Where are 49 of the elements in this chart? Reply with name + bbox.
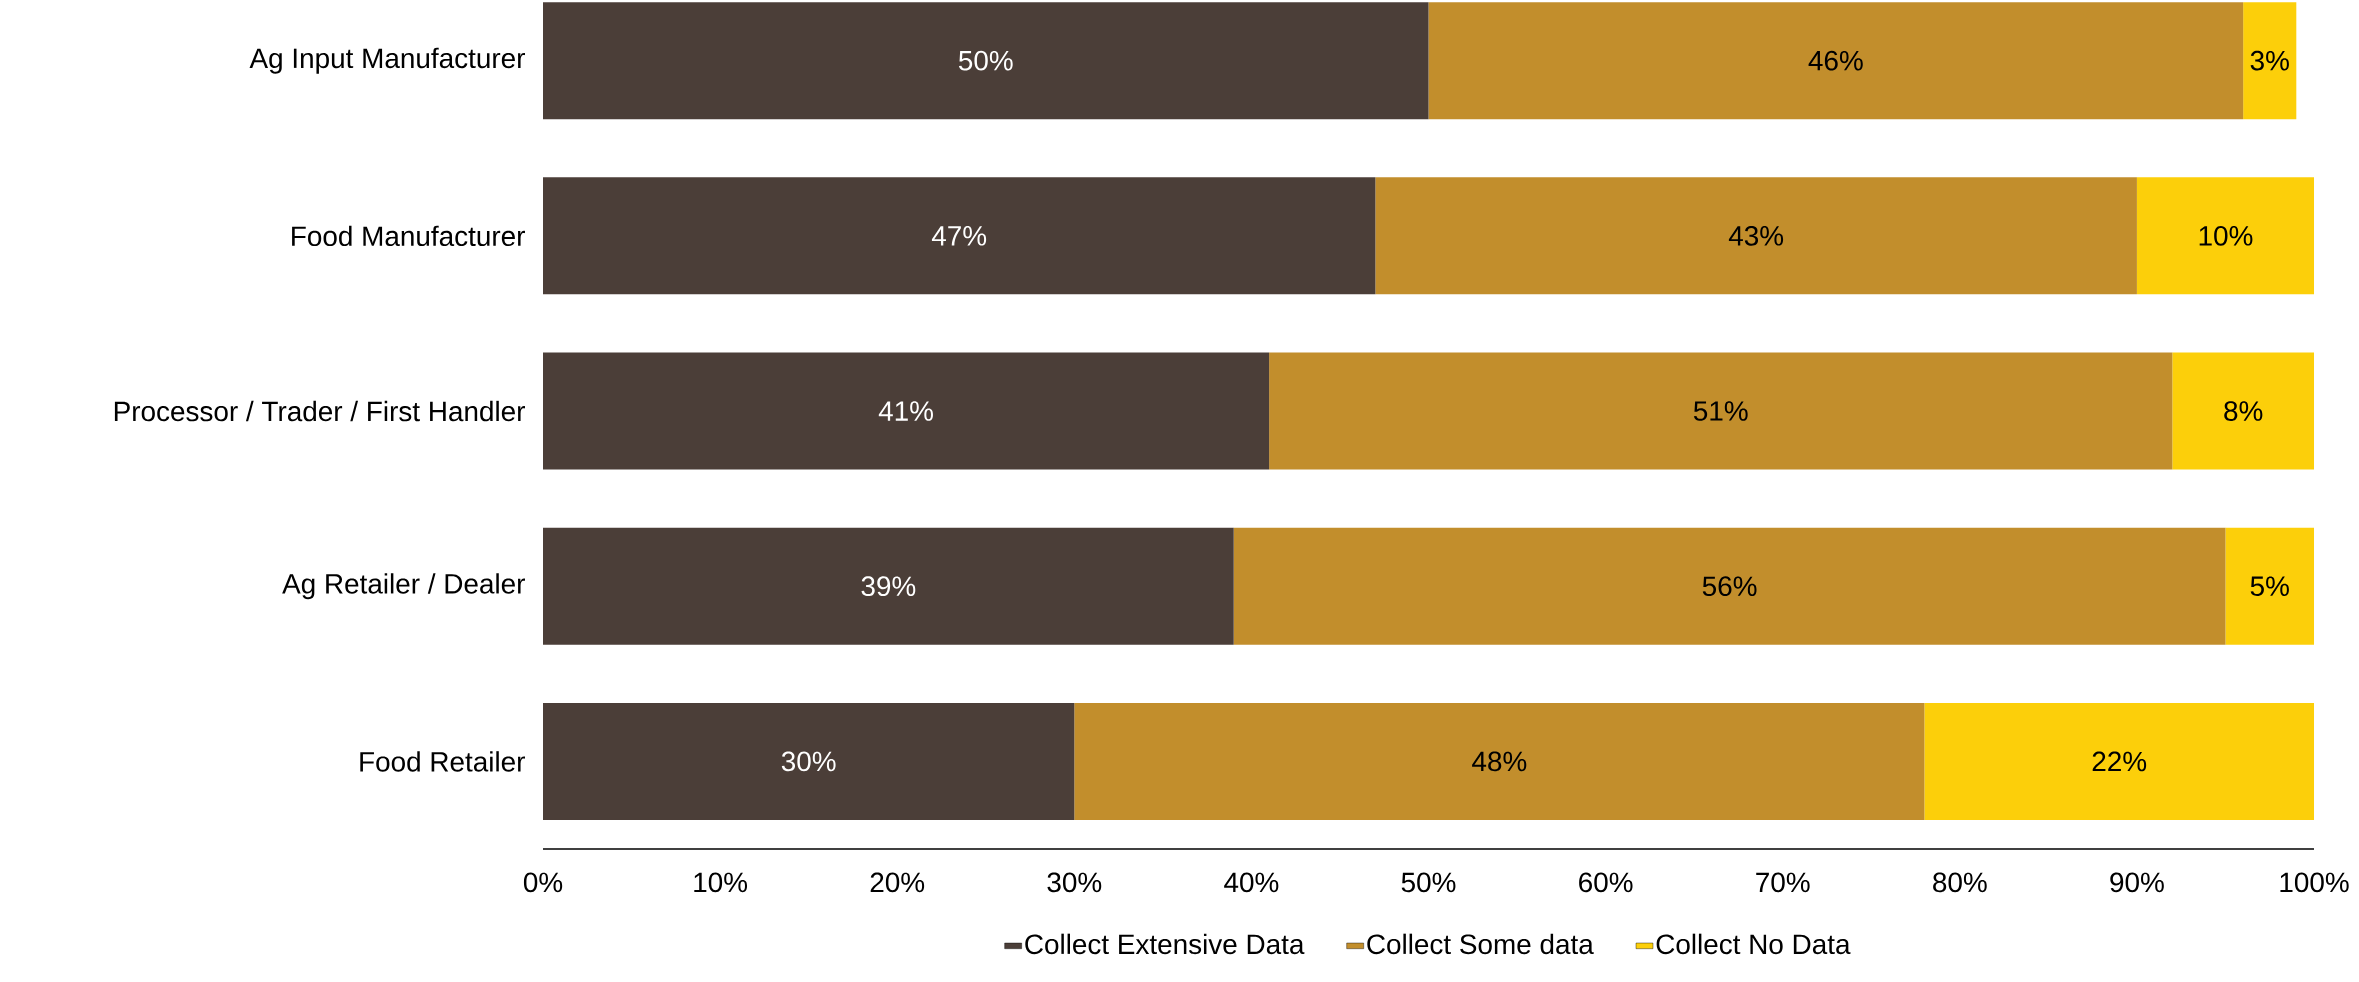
x-tick-label: 0%: [523, 872, 563, 893]
data-label: 5%: [2250, 576, 2289, 597]
data-label: 8%: [2224, 401, 2263, 421]
data-label: 41%: [878, 401, 933, 421]
data-label: 39%: [861, 576, 916, 597]
x-tick-label: 10%: [694, 872, 748, 893]
x-tick-label: 20%: [870, 872, 925, 893]
legend-label: Collect Extensive Data: [1025, 933, 1305, 955]
bar: [543, 352, 1270, 470]
bar: [2172, 352, 2315, 470]
bar: [2225, 527, 2315, 645]
x-tick-label: 30%: [1047, 872, 1102, 893]
y-tick-label: Ag Input Manufacturer: [249, 47, 525, 74]
x-tick-label: 100%: [2280, 872, 2349, 893]
y-tick-label: Ag Retailer / Dealer: [282, 573, 525, 600]
x-tick-label: 70%: [1756, 872, 1810, 893]
bar: [2243, 2, 2297, 120]
x-tick-label: 40%: [1224, 872, 1279, 893]
data-label: 43%: [1728, 225, 1784, 246]
bar: [543, 702, 1075, 820]
data-label: 22%: [2092, 751, 2147, 772]
bar: [1428, 2, 2244, 120]
bar: [2136, 177, 2315, 295]
data-label: 30%: [781, 751, 836, 772]
data-label: 56%: [1702, 576, 1757, 597]
data-label: 46%: [1808, 50, 1863, 71]
y-tick-label: Food Manufacturer: [292, 225, 525, 247]
x-tick-label: 50%: [1401, 872, 1456, 893]
y-tick-label: Food Retailer: [360, 751, 525, 772]
data-label: 3%: [2250, 50, 2289, 71]
data-label: 50%: [958, 50, 1013, 71]
legend-label: Collect No Data: [1656, 933, 1851, 955]
data-label: 48%: [1472, 751, 1527, 772]
bar: [1375, 177, 2137, 295]
bar: [543, 2, 1429, 120]
bar: [543, 527, 1234, 645]
bar: [1924, 702, 2315, 820]
bar: [1269, 352, 2173, 470]
x-tick-label: 60%: [1579, 872, 1633, 893]
bar: [1233, 527, 2226, 645]
x-tick-label: 80%: [1933, 872, 1987, 893]
y-tick-label: Processor / Trader / First Handler: [114, 400, 525, 422]
bar: [543, 177, 1376, 295]
data-label: 47%: [931, 226, 987, 246]
bar: [1074, 702, 1925, 820]
x-tick-label: 90%: [2110, 872, 2164, 893]
data-label: 51%: [1693, 401, 1748, 421]
data-label: 10%: [2199, 225, 2253, 246]
legend-label: Collect Some data: [1367, 933, 1594, 955]
